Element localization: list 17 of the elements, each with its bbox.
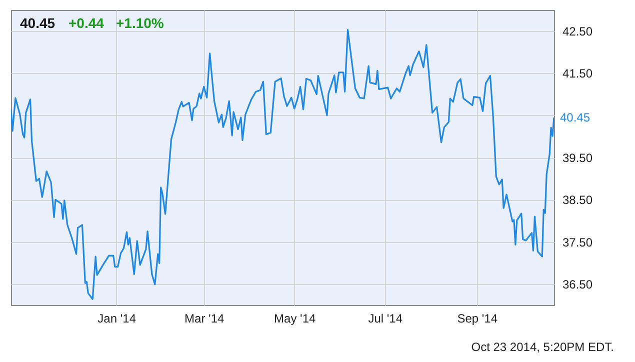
chart-title: 40.45 — [20, 15, 56, 31]
annotation: +0.44 — [68, 15, 104, 31]
y-tick-label: 38.50 — [562, 193, 593, 208]
y-tick-label: 39.50 — [562, 151, 593, 165]
x-tick-label: Mar '14 — [184, 312, 225, 326]
x-tick-label: Jul '14 — [368, 312, 403, 326]
annotation: 40.45 — [560, 110, 590, 124]
line-series — [11, 29, 554, 300]
annotation: +1.10% — [116, 15, 164, 31]
y-tick-label: 36.50 — [562, 277, 593, 292]
y-tick-label: 37.50 — [562, 235, 593, 250]
x-tick-label: Jan '14 — [98, 312, 136, 326]
y-tick-label: 41.50 — [562, 66, 593, 81]
x-tick-label: Sep '14 — [457, 312, 498, 326]
text: Oct 23 2014, 5:20PM EDT. — [471, 340, 614, 354]
x-tick-label: May '14 — [274, 312, 316, 326]
y-tick-label: 42.50 — [562, 24, 593, 39]
